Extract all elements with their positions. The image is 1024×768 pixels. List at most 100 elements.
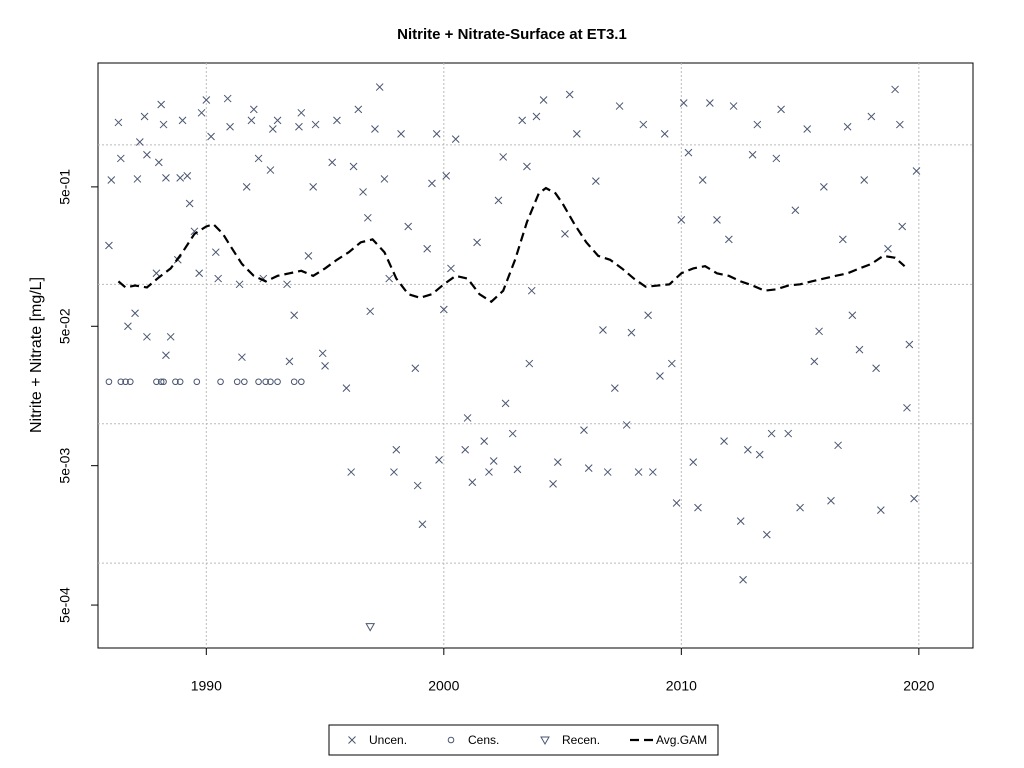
point <box>127 378 134 385</box>
point <box>297 108 306 117</box>
point <box>739 575 747 584</box>
legend-label: Avg.GAM <box>656 733 707 747</box>
point <box>105 241 113 250</box>
point <box>485 468 493 476</box>
point <box>549 480 557 488</box>
point <box>349 162 358 171</box>
point <box>599 326 607 334</box>
gam-line <box>117 186 906 304</box>
point <box>677 216 686 224</box>
point <box>152 269 161 278</box>
point <box>610 384 619 392</box>
point <box>304 252 313 260</box>
point <box>615 102 624 110</box>
y-axis-label: Nitrite + Nitrate [mg/L] <box>28 277 45 433</box>
point <box>698 176 707 184</box>
point <box>905 340 914 349</box>
point <box>884 244 892 253</box>
point <box>183 171 192 180</box>
point <box>342 384 351 392</box>
point <box>648 468 657 476</box>
point <box>176 378 184 385</box>
point <box>211 248 220 257</box>
point <box>480 437 489 445</box>
point <box>656 372 664 380</box>
point <box>283 280 291 289</box>
point <box>195 269 204 278</box>
legend-label: Uncen. <box>369 733 407 747</box>
point <box>639 120 648 129</box>
point <box>518 116 527 125</box>
point <box>105 378 113 385</box>
point <box>214 274 223 283</box>
point <box>525 359 534 368</box>
point <box>644 311 652 320</box>
plot-frame <box>97 62 974 649</box>
point <box>328 158 337 167</box>
point <box>157 100 166 109</box>
point <box>397 130 405 138</box>
point <box>489 457 498 465</box>
point <box>553 458 562 466</box>
point <box>233 378 241 385</box>
point <box>178 116 187 125</box>
point <box>572 130 581 138</box>
point <box>499 153 508 161</box>
point <box>359 188 367 196</box>
point <box>160 378 167 385</box>
point <box>238 353 246 362</box>
x-tick-label: 1990 <box>191 678 222 694</box>
point <box>413 481 422 490</box>
point <box>318 349 327 358</box>
point <box>838 235 847 244</box>
point <box>143 332 151 341</box>
point <box>753 120 762 129</box>
point <box>729 102 738 110</box>
point <box>867 112 876 121</box>
point <box>159 120 168 129</box>
point <box>266 166 275 174</box>
point <box>153 378 160 385</box>
point <box>273 116 282 125</box>
point <box>140 112 149 121</box>
point <box>603 468 612 476</box>
point <box>463 414 472 422</box>
point <box>910 494 918 503</box>
y-tick-label: 5e-01 <box>57 169 73 205</box>
point <box>895 120 904 129</box>
point <box>255 378 262 385</box>
point <box>580 426 588 434</box>
point <box>371 125 379 133</box>
point <box>122 378 129 385</box>
point <box>684 148 693 157</box>
point <box>418 520 427 529</box>
y-tick-label: 5e-04 <box>57 587 73 623</box>
point <box>912 167 921 175</box>
point <box>385 274 394 283</box>
point <box>166 332 175 341</box>
point <box>366 307 375 316</box>
point <box>124 322 132 331</box>
legend-marker <box>348 736 356 744</box>
point <box>855 345 864 354</box>
point <box>202 96 211 104</box>
x-tick-label: 2020 <box>903 678 934 694</box>
point <box>162 174 170 182</box>
point <box>133 175 142 183</box>
point <box>561 230 569 238</box>
point <box>242 183 251 191</box>
point <box>363 213 372 222</box>
point <box>223 94 232 103</box>
point <box>442 171 451 180</box>
point <box>591 177 600 185</box>
point <box>672 499 681 507</box>
point <box>803 125 812 133</box>
point <box>298 378 305 385</box>
x-tick-label: 2010 <box>666 678 697 694</box>
legend-label: Recen. <box>562 733 600 747</box>
point <box>347 468 356 476</box>
point <box>249 105 258 114</box>
point <box>501 399 510 408</box>
y-tick-label: 5e-03 <box>57 448 73 484</box>
point <box>694 503 702 512</box>
